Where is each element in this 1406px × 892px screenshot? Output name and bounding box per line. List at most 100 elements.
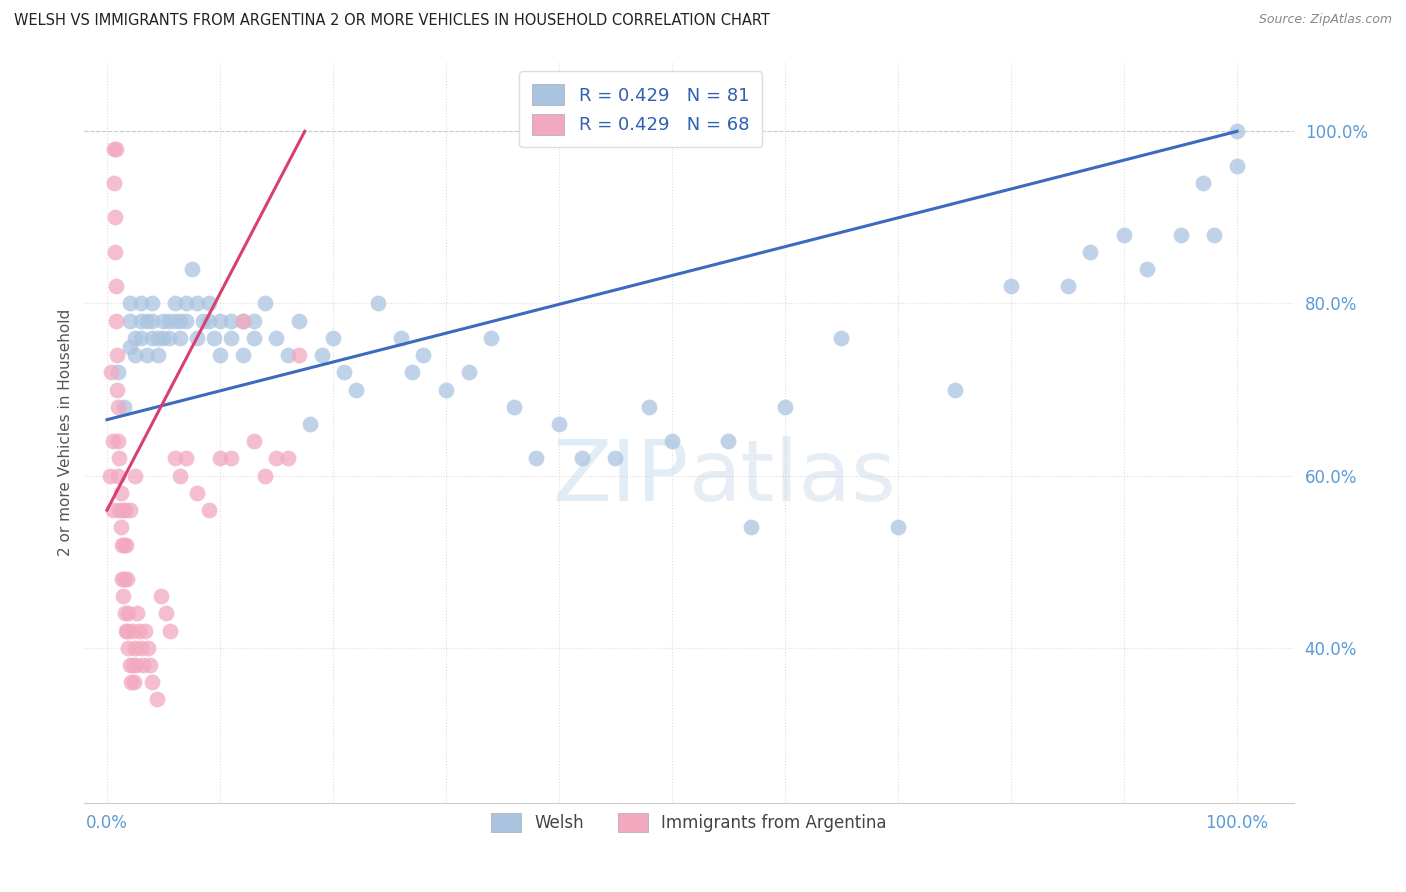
Point [219,314,242,328]
Point [243,314,266,328]
Text: WELSH VS IMMIGRANTS FROM ARGENTINA 2 OR MORE VEHICLES IN HOUSEHOLD CORRELATION C: WELSH VS IMMIGRANTS FROM ARGENTINA 2 OR … [14,13,770,29]
Point [124,331,146,345]
Point [1000,279,1022,293]
Point [111,503,134,517]
Point [152,314,174,328]
Point [107,468,129,483]
Point [1226,159,1249,173]
Text: Source: ZipAtlas.com: Source: ZipAtlas.com [1258,13,1392,27]
Point [186,331,208,345]
Point [118,503,141,517]
Point [115,624,138,638]
Point [141,331,163,345]
Point [169,331,191,345]
Point [108,503,131,517]
Point [107,434,129,449]
Point [367,296,389,310]
Point [141,675,163,690]
Point [101,503,124,517]
Point [110,486,132,500]
Point [1112,227,1135,242]
Point [322,331,344,345]
Point [174,451,197,466]
Point [129,331,152,345]
Point [266,331,288,345]
Point [401,365,423,379]
Point [773,400,796,414]
Point [299,417,322,431]
Point [389,331,412,345]
Point [124,640,146,655]
Point [254,296,277,310]
Point [288,314,311,328]
Point [129,314,152,328]
Point [117,640,139,655]
Text: atlas: atlas [689,435,897,518]
Point [232,314,254,328]
Point [502,400,524,414]
Point [117,572,139,586]
Point [288,348,311,362]
Point [101,434,124,449]
Point [1204,227,1226,242]
Point [1078,244,1101,259]
Point [112,537,135,551]
Point [163,451,186,466]
Point [118,658,141,673]
Point [434,383,457,397]
Point [831,331,853,345]
Point [155,607,177,621]
Point [104,244,127,259]
Point [232,314,254,328]
Point [127,607,149,621]
Point [524,451,547,466]
Point [717,434,740,449]
Point [118,296,141,310]
Point [197,314,219,328]
Point [105,383,128,397]
Point [174,296,197,310]
Point [197,296,219,310]
Point [105,348,128,362]
Point [146,331,169,345]
Point [114,503,136,517]
Point [136,640,159,655]
Point [107,365,129,379]
Point [105,142,128,156]
Point [277,451,299,466]
Point [129,296,152,310]
Point [232,348,254,362]
Point [111,589,134,603]
Point [132,658,155,673]
Point [103,176,125,190]
Point [122,658,145,673]
Point [157,331,180,345]
Point [124,348,146,362]
Point [208,314,231,328]
Point [479,331,502,345]
Point [887,520,910,534]
Point [141,314,163,328]
Point [150,589,173,603]
Point [157,314,180,328]
Point [120,675,142,690]
Point [344,383,367,397]
Point [108,451,131,466]
Point [112,572,135,586]
Point [117,624,139,638]
Point [333,365,356,379]
Point [1056,279,1078,293]
Point [110,520,132,534]
Point [105,279,128,293]
Point [740,520,762,534]
Legend: Welsh, Immigrants from Argentina: Welsh, Immigrants from Argentina [485,806,893,838]
Point [1136,262,1159,277]
Point [124,468,146,483]
Point [134,624,156,638]
Point [118,339,141,353]
Point [412,348,434,362]
Point [122,675,145,690]
Point [128,624,150,638]
Point [202,331,225,345]
Point [943,383,966,397]
